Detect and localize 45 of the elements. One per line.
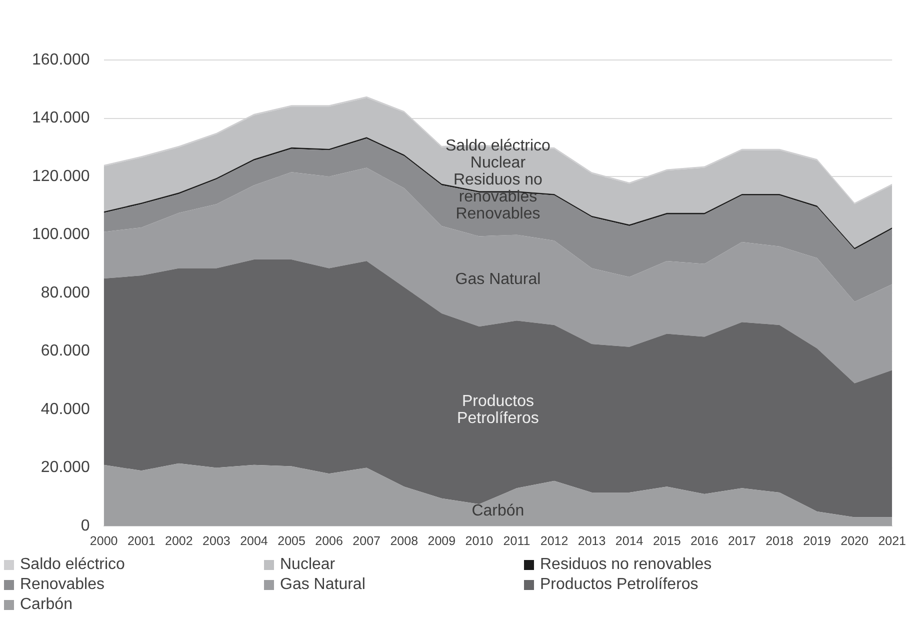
- x-tick-label: 2011: [503, 534, 530, 548]
- x-tick-label: 2001: [127, 534, 156, 548]
- y-tick-label: 20.000: [40, 459, 90, 476]
- x-tick-label: 2016: [690, 534, 718, 548]
- text: Residuos no renovables: [453, 171, 542, 206]
- x-tick-label: 2010: [465, 534, 494, 548]
- legend-label: Gas Natural: [280, 576, 366, 594]
- x-tick-label: 2005: [278, 534, 306, 548]
- x-tick-label: 2012: [540, 534, 568, 548]
- x-tick-label: 2017: [728, 534, 756, 548]
- x-tick-label: 2003: [202, 534, 230, 548]
- text: Renovables: [456, 205, 540, 222]
- x-tick-label: 2013: [578, 534, 606, 548]
- y-tick-label: 80.000: [40, 284, 90, 302]
- x-tick-label: 2014: [615, 534, 644, 548]
- legend-label: Saldo eléctrico: [20, 556, 125, 574]
- x-tick-label: 2002: [165, 534, 193, 548]
- text: Gas Natural: [455, 270, 541, 288]
- x-tick-label: 2006: [315, 534, 344, 548]
- text: Nuclear: [470, 154, 526, 172]
- text: Saldo eléctrico: [445, 137, 550, 154]
- legend-label: Nuclear: [280, 556, 336, 574]
- x-tick-label: 2019: [803, 534, 831, 548]
- x-tick-label: 2015: [652, 534, 681, 548]
- y-tick-label: 100.000: [32, 226, 90, 244]
- x-tick-label: 2008: [390, 534, 418, 548]
- x-tick-label: 2018: [766, 534, 794, 548]
- x-tick-label: 2007: [352, 534, 381, 548]
- y-tick-label: 0: [80, 517, 90, 534]
- y-tick-label: 60.000: [40, 342, 90, 360]
- x-tick-label: 2004: [240, 534, 268, 548]
- x-tick-label: 2000: [90, 534, 118, 548]
- x-tick-label: 2009: [428, 534, 456, 548]
- legend-label: Renovables: [20, 576, 104, 594]
- legend-label: Carbón: [20, 596, 72, 614]
- y-tick-label: 140.000: [32, 110, 90, 127]
- x-tick-label: 2020: [840, 534, 869, 548]
- legend-label: Productos Petrolíferos: [540, 576, 698, 594]
- text: Carbón: [472, 502, 524, 520]
- x-tick-label: 2021: [878, 534, 906, 548]
- y-tick-label: 160.000: [32, 51, 90, 68]
- text: Productos Petrolíferos: [457, 392, 539, 427]
- y-tick-label: 120.000: [32, 168, 90, 185]
- legend-label: Residuos no renovables: [540, 556, 712, 574]
- y-tick-label: 40.000: [40, 400, 90, 418]
